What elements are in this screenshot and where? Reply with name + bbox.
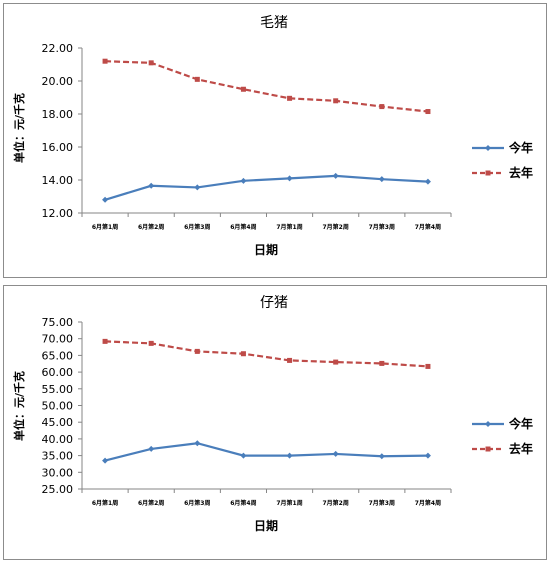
data-point bbox=[379, 360, 385, 366]
x-tick-label: 6月第3周 bbox=[184, 223, 210, 231]
data-point bbox=[194, 76, 200, 82]
data-point bbox=[286, 175, 293, 182]
chart-panel-zizhu: 仔猪 单位：元/千克 日期 25.00 30.00 35.00 40.00 45.00 5… bbox=[3, 285, 547, 560]
legend-marker bbox=[485, 421, 491, 427]
x-axis-label: 日期 bbox=[254, 242, 278, 257]
legend-label: 今年 bbox=[508, 140, 533, 155]
series-line-this-year bbox=[104, 442, 428, 462]
chart-panel-maozhu: 毛猪 单位：元/千克 日期 12.00 14.00 16.00 18.00 20.00 2… bbox=[3, 3, 547, 278]
y-tick-label: 55.00 bbox=[42, 383, 74, 396]
data-point bbox=[287, 357, 293, 363]
y-tick-label: 14.00 bbox=[42, 174, 74, 187]
data-point bbox=[240, 86, 246, 92]
x-tick-label: 7月第2周 bbox=[323, 223, 349, 231]
data-point bbox=[240, 351, 246, 357]
x-axis-label: 日期 bbox=[254, 518, 278, 533]
data-point bbox=[333, 359, 339, 365]
y-tick-label: 45.00 bbox=[42, 416, 74, 429]
x-tick-label: 7月第1周 bbox=[276, 499, 302, 507]
x-tick-label: 7月第3周 bbox=[369, 223, 395, 231]
data-point bbox=[102, 58, 108, 64]
y-tick-label: 12.00 bbox=[42, 207, 74, 220]
y-tick-label: 30.00 bbox=[42, 466, 74, 479]
data-point bbox=[424, 178, 431, 185]
y-axis-label: 单位：元/千克 bbox=[12, 93, 26, 163]
x-tick-label: 7月第1周 bbox=[276, 223, 302, 231]
y-tick-label: 16.00 bbox=[42, 141, 74, 154]
data-point bbox=[378, 453, 385, 460]
chart-title: 毛猪 bbox=[260, 15, 288, 31]
chart-maozhu: 毛猪 单位：元/千克 日期 12.00 14.00 16.00 18.00 20.00 2… bbox=[12, 15, 533, 257]
data-point bbox=[194, 184, 201, 191]
y-tick-label: 40.00 bbox=[42, 433, 74, 446]
data-point bbox=[148, 182, 155, 189]
data-point bbox=[194, 440, 201, 447]
legend-marker bbox=[485, 446, 491, 452]
legend-label: 去年 bbox=[509, 441, 533, 456]
y-tick-label: 65.00 bbox=[42, 349, 74, 362]
x-tick-label: 7月第3周 bbox=[369, 499, 395, 507]
data-point bbox=[148, 445, 155, 452]
y-tick-label: 60.00 bbox=[42, 366, 74, 379]
data-point bbox=[194, 348, 200, 354]
legend-label: 去年 bbox=[509, 165, 533, 180]
data-point bbox=[425, 109, 431, 115]
series-line-last-year bbox=[105, 340, 429, 368]
y-tick-label: 18.00 bbox=[42, 108, 74, 121]
chart-zizhu: 仔猪 单位：元/千克 日期 25.00 30.00 35.00 40.00 45.00 5… bbox=[12, 295, 533, 533]
y-tick-label: 20.00 bbox=[42, 75, 74, 88]
x-tick-label: 6月第2周 bbox=[138, 223, 164, 231]
legend-label: 今年 bbox=[508, 416, 533, 431]
x-tick-label: 6月第4周 bbox=[230, 499, 256, 507]
series-line-this-year bbox=[104, 174, 428, 201]
data-point bbox=[333, 98, 339, 104]
y-tick-label: 75.00 bbox=[42, 316, 74, 329]
legend-marker bbox=[485, 145, 491, 151]
data-point bbox=[332, 450, 339, 457]
data-point bbox=[424, 452, 431, 459]
y-axis-label: 单位：元/千克 bbox=[12, 371, 26, 441]
x-tick-label: 6月第2周 bbox=[138, 499, 164, 507]
y-tick-label: 50.00 bbox=[42, 400, 74, 413]
x-tick-label: 6月第3周 bbox=[184, 499, 210, 507]
x-tick-label: 6月第1周 bbox=[92, 499, 118, 507]
data-point bbox=[102, 457, 109, 464]
x-tick-label: 6月第1周 bbox=[92, 223, 118, 231]
data-point bbox=[102, 196, 109, 203]
x-tick-label: 6月第4周 bbox=[230, 223, 256, 231]
data-point bbox=[148, 60, 154, 66]
y-tick-label: 70.00 bbox=[42, 333, 74, 346]
x-tick-label: 7月第4周 bbox=[415, 499, 441, 507]
y-tick-label: 25.00 bbox=[42, 483, 74, 496]
x-tick-label: 7月第4周 bbox=[415, 223, 441, 231]
data-point bbox=[287, 95, 293, 101]
y-tick-label: 22.00 bbox=[42, 42, 74, 55]
data-point bbox=[332, 172, 339, 179]
series-line-last-year bbox=[105, 60, 429, 113]
data-point bbox=[240, 177, 247, 184]
x-tick-label: 7月第2周 bbox=[323, 499, 349, 507]
chart-title: 仔猪 bbox=[260, 295, 288, 311]
data-point bbox=[240, 452, 247, 459]
data-point bbox=[148, 340, 154, 346]
data-point bbox=[102, 338, 108, 344]
y-tick-label: 35.00 bbox=[42, 450, 74, 463]
data-point bbox=[378, 176, 385, 183]
legend-marker bbox=[485, 170, 491, 176]
data-point bbox=[379, 104, 385, 110]
data-point bbox=[425, 363, 431, 369]
data-point bbox=[286, 452, 293, 459]
